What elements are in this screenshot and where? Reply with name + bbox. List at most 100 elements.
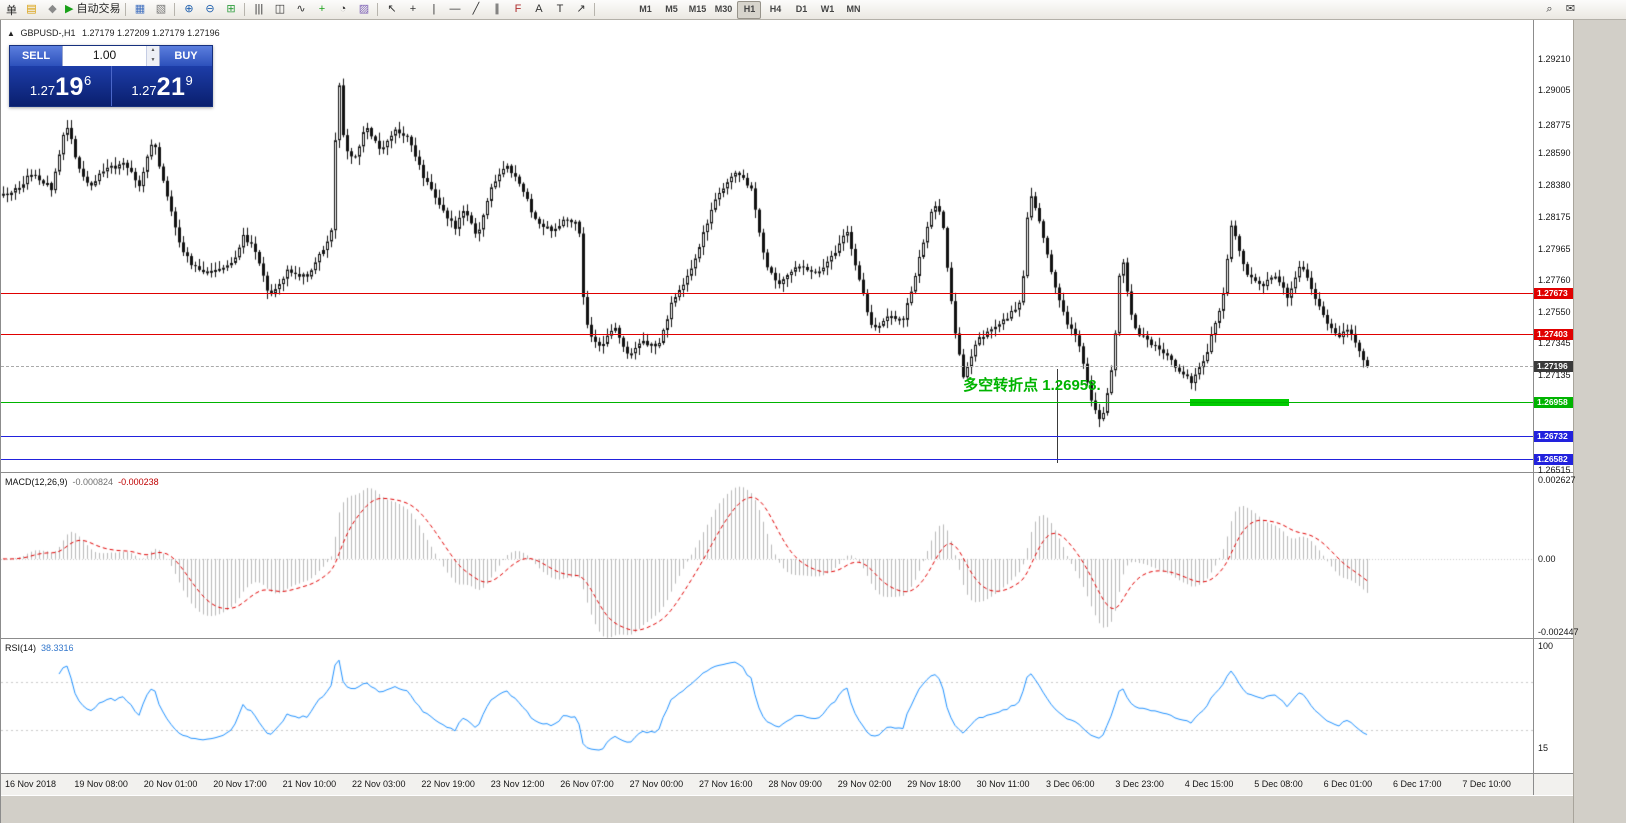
timeframe-m5-button[interactable]: M5	[665, 3, 678, 14]
rsi-canvas[interactable]	[1, 640, 1533, 772]
text-button[interactable]: A	[528, 1, 549, 19]
window-bottom-area	[1, 796, 1573, 823]
cursor-button[interactable]: ↖	[381, 1, 402, 19]
level-line-1.26732[interactable]	[1, 436, 1533, 438]
price-scale[interactable]: 1.27673 1.27403 1.27196 1.26958 1.26732 1.265…	[1534, 22, 1573, 475]
line-chart-button[interactable]: ∿	[290, 1, 311, 19]
timeframe-m15-button[interactable]: M15	[688, 3, 707, 14]
horizontal-line-button[interactable]: —	[444, 1, 465, 19]
timeframe-group: M1 M5 M15 M30 H1 H4 D1 W1 MN	[632, 0, 866, 19]
timeframe-m30-button[interactable]: M30	[714, 3, 733, 14]
new-chart-icon: ▦	[134, 2, 146, 15]
timeframe-h4-button[interactable]: H4	[769, 3, 782, 14]
chart-symbol-header: ▲ GBPUSD-,H1 1.27179 1.27209 1.27179 1.2…	[7, 28, 220, 38]
templates-button[interactable]: ▨	[353, 1, 374, 19]
timeframe-d1-button[interactable]: D1	[795, 3, 808, 14]
panel-separator[interactable]	[1, 472, 1573, 473]
time-label: 6 Dec 01:00	[1323, 779, 1373, 789]
level-line-1.27403[interactable]	[1, 333, 1533, 335]
volume-input[interactable]: 1.00	[92, 48, 117, 62]
expert-advisors-button[interactable]: ◆	[42, 1, 63, 19]
chart-annotation-text[interactable]: 多空转折点 1.26958.	[963, 377, 1101, 395]
time-label: 22 Nov 19:00	[421, 779, 475, 789]
channel-icon: ∥	[494, 2, 500, 15]
macd-scale[interactable]: 0.002627 0.00 -0.002447	[1534, 474, 1579, 638]
zoom-in-button[interactable]: ⊕	[178, 1, 199, 19]
label-button[interactable]: T	[549, 1, 570, 19]
candlestick-chart-button[interactable]: ◫	[269, 1, 290, 19]
timeframe-mn-button[interactable]: MN	[846, 3, 861, 14]
buy-button[interactable]: BUY	[160, 46, 212, 66]
buy-price-prefix: 1.27	[131, 83, 157, 98]
time-label: 28 Nov 09:00	[768, 779, 822, 789]
level-line-1.27196[interactable]	[1, 365, 1533, 367]
time-label: 27 Nov 16:00	[699, 779, 753, 789]
macd-canvas[interactable]	[1, 474, 1533, 638]
tile-windows-button[interactable]: ⊞	[220, 1, 241, 19]
vertical-line-object[interactable]	[1056, 368, 1058, 464]
macd-label: MACD(12,26,9) -0.000824 -0.000238	[5, 477, 159, 487]
profiles-button[interactable]: ▧	[150, 1, 171, 19]
sell-button[interactable]: SELL	[10, 46, 62, 66]
bar-chart-button[interactable]: |||	[248, 1, 269, 19]
crosshair-button[interactable]: +	[402, 1, 423, 19]
timeframe-m1-button[interactable]: M1	[639, 3, 652, 14]
price-chart-canvas[interactable]	[1, 22, 1533, 472]
price-tag-1.27403: 1.27403	[1534, 328, 1573, 340]
right-gutter	[1573, 20, 1626, 823]
new-chart-button[interactable]: ▦	[129, 1, 150, 19]
toolbar-separator	[244, 3, 246, 16]
search-button[interactable]: ⌕	[1539, 1, 1560, 19]
time-label: 3 Dec 06:00	[1046, 779, 1095, 789]
orders-menu-text[interactable]: 单	[6, 4, 17, 17]
new-order-icon: ▤	[26, 2, 37, 15]
price-tag-1.26582: 1.26582	[1534, 454, 1573, 466]
symbol-label: GBPUSD-,H1	[20, 28, 76, 38]
label-icon: T	[556, 2, 564, 15]
trade-panel-price-row: 1.27196 1.27219	[10, 66, 212, 106]
chart-window: ▲ GBPUSD-,H1 1.27179 1.27209 1.27179 1.2…	[0, 20, 1626, 823]
channel-button[interactable]: ∥	[486, 1, 507, 19]
periods-button[interactable]: ◔	[332, 1, 353, 19]
time-label: 6 Dec 17:00	[1393, 779, 1442, 789]
toolbar: 单 ▤ ◆ ▶ 自动交易 ▦ ▧ ⊕ ⊖ ⊞ ||| ◫ ∿ + ◔ ▨ ↖ + | — ╱ ∥ F A T ↗ M1 M5 M15 M…	[0, 0, 1626, 20]
vertical-line-button[interactable]: |	[423, 1, 444, 19]
panel-separator[interactable]	[1, 638, 1573, 639]
bar-chart-icon: |||	[254, 2, 264, 15]
time-label: 4 Dec 15:00	[1184, 779, 1234, 789]
sell-price-button[interactable]: 1.27196	[10, 66, 111, 106]
trendline-button[interactable]: ╱	[465, 1, 486, 19]
volume-up-icon[interactable]: ▲	[147, 46, 159, 56]
timeframe-h1-button[interactable]: H1	[737, 0, 762, 19]
rsi-scale[interactable]: 100 15	[1534, 640, 1573, 772]
fibonacci-button[interactable]: F	[507, 1, 528, 19]
time-label: 22 Nov 03:00	[352, 779, 406, 789]
zoom-in-icon: ⊕	[184, 2, 194, 15]
chat-button[interactable]: ✉	[1560, 1, 1581, 19]
timeframe-w1-button[interactable]: W1	[820, 3, 835, 14]
buy-price-button[interactable]: 1.27219	[111, 66, 212, 106]
time-axis[interactable]: 16 Nov 2018 19 Nov 08:00 20 Nov 01:00 20 No…	[1, 773, 1573, 795]
tile-windows-icon: ⊞	[226, 2, 236, 15]
level-line-1.27673[interactable]	[1, 292, 1533, 294]
new-order-button[interactable]: ▤	[21, 1, 42, 19]
search-icon: ⌕	[1546, 2, 1553, 15]
autotrading-button[interactable]: ▶ 自动交易	[63, 1, 122, 19]
time-label: 21 Nov 10:00	[282, 779, 337, 789]
volume-down-icon[interactable]: ▼	[147, 56, 159, 66]
zoom-out-button[interactable]: ⊖	[199, 1, 220, 19]
arrows-button[interactable]: ↗	[570, 1, 591, 19]
one-click-trading-panel: SELL 1.00 ▲ ▼ BUY 1.27196 1	[9, 45, 213, 107]
one-click-panel-toggle[interactable]: ▲	[7, 29, 15, 38]
level-line-1.26582[interactable]	[1, 459, 1533, 461]
price-tick: 1.26515	[1538, 465, 1571, 475]
level-line-1.26958[interactable]	[1, 401, 1533, 403]
cursor-icon: ↖	[387, 2, 397, 15]
price-tag-1.26958: 1.26958	[1534, 396, 1573, 408]
support-highlight-segment[interactable]	[1189, 399, 1290, 407]
time-label: 30 Nov 11:00	[976, 779, 1030, 789]
indicators-button[interactable]: +	[311, 1, 332, 19]
time-label: 20 Nov 01:00	[143, 779, 198, 789]
scale-divider	[1533, 20, 1534, 795]
